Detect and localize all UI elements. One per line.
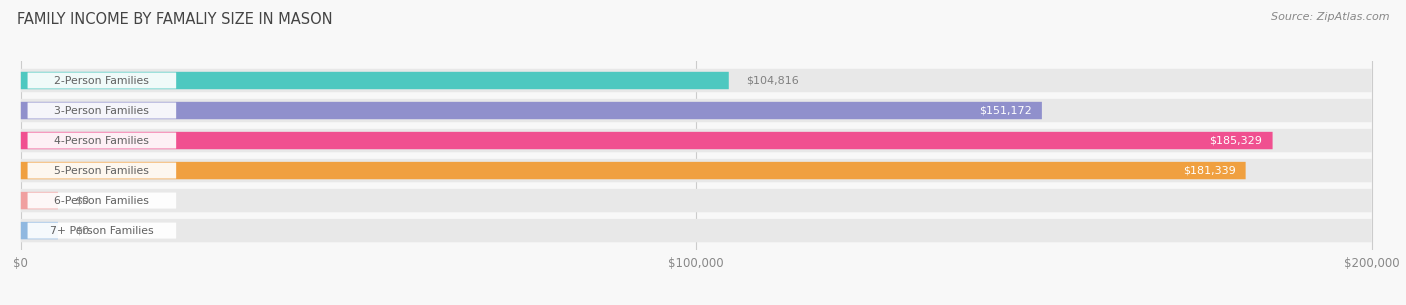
FancyBboxPatch shape <box>21 189 1372 212</box>
Text: 7+ Person Families: 7+ Person Families <box>51 226 153 235</box>
Text: FAMILY INCOME BY FAMALIY SIZE IN MASON: FAMILY INCOME BY FAMALIY SIZE IN MASON <box>17 12 332 27</box>
FancyBboxPatch shape <box>28 223 176 239</box>
Text: 2-Person Families: 2-Person Families <box>55 76 149 85</box>
FancyBboxPatch shape <box>21 192 58 209</box>
FancyBboxPatch shape <box>21 102 1042 119</box>
FancyBboxPatch shape <box>21 69 1372 92</box>
FancyBboxPatch shape <box>28 102 176 119</box>
FancyBboxPatch shape <box>21 72 728 89</box>
FancyBboxPatch shape <box>28 192 176 209</box>
FancyBboxPatch shape <box>21 162 1246 179</box>
Text: $0: $0 <box>75 196 89 206</box>
Text: Source: ZipAtlas.com: Source: ZipAtlas.com <box>1271 12 1389 22</box>
FancyBboxPatch shape <box>21 222 58 239</box>
FancyBboxPatch shape <box>21 99 1372 122</box>
FancyBboxPatch shape <box>28 133 176 149</box>
FancyBboxPatch shape <box>28 163 176 178</box>
Text: 6-Person Families: 6-Person Families <box>55 196 149 206</box>
Text: 3-Person Families: 3-Person Families <box>55 106 149 116</box>
Text: 4-Person Families: 4-Person Families <box>55 135 149 145</box>
FancyBboxPatch shape <box>21 219 1372 242</box>
Text: 5-Person Families: 5-Person Families <box>55 166 149 176</box>
FancyBboxPatch shape <box>21 132 1272 149</box>
Text: $181,339: $181,339 <box>1182 166 1236 176</box>
Text: $104,816: $104,816 <box>745 76 799 85</box>
Text: $0: $0 <box>75 226 89 235</box>
FancyBboxPatch shape <box>21 159 1372 182</box>
Text: $185,329: $185,329 <box>1209 135 1263 145</box>
FancyBboxPatch shape <box>28 73 176 88</box>
FancyBboxPatch shape <box>21 129 1372 152</box>
Text: $151,172: $151,172 <box>979 106 1032 116</box>
